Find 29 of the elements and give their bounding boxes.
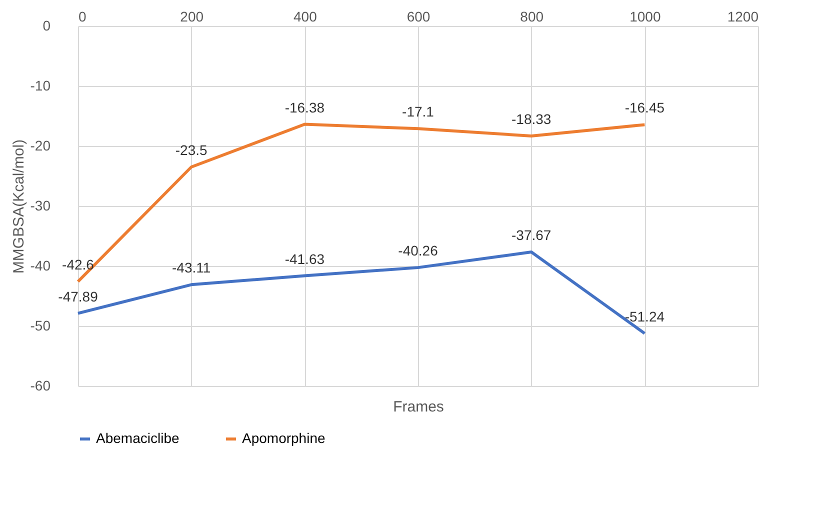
legend-label: Abemaciclibe <box>96 430 180 446</box>
y-tick-label: -10 <box>30 78 51 94</box>
data-label: -18.33 <box>511 110 552 127</box>
data-label: -42.6 <box>62 256 94 273</box>
y-tick-label: -30 <box>30 198 51 214</box>
y-axis-title: MMGBSA(Kcal/mol) <box>10 139 28 274</box>
x-tick-label: 400 <box>293 8 318 24</box>
data-label: -40.26 <box>398 242 438 259</box>
x-tick-label: 0 <box>78 8 86 24</box>
data-label: -37.67 <box>511 227 552 244</box>
data-label: -43.11 <box>172 260 211 276</box>
x-axis-title: Frames <box>393 398 444 416</box>
y-tick-label: -20 <box>30 138 51 154</box>
y-tick-label: -60 <box>30 378 51 394</box>
data-label: -51.24 <box>624 308 665 324</box>
data-label: -16.45 <box>624 100 665 116</box>
data-label: -17.1 <box>402 104 434 120</box>
legend-label: Apomorphine <box>242 430 326 446</box>
y-tick-label: -50 <box>30 318 51 334</box>
x-tick-label: 600 <box>406 8 430 24</box>
x-tick-label: 200 <box>180 8 204 24</box>
y-tick-label: -40 <box>30 258 51 274</box>
x-tick-label: 1000 <box>630 8 661 24</box>
data-label: -16.38 <box>284 99 325 116</box>
data-label: -41.63 <box>284 250 325 267</box>
x-tick-label: 800 <box>520 8 544 24</box>
x-tick-label: 1200 <box>727 8 759 24</box>
data-label: -47.89 <box>58 288 98 304</box>
data-label: -23.5 <box>175 142 208 158</box>
